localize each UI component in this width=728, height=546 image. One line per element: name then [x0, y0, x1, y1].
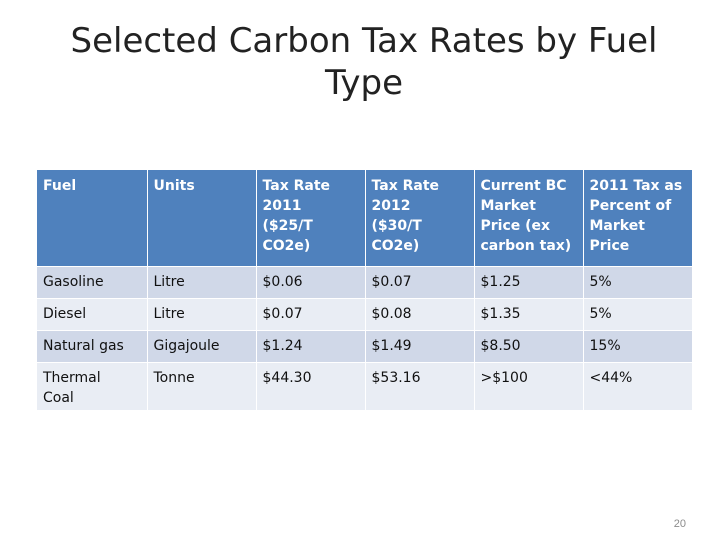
cell-tax-2012: $0.07 [364, 265, 474, 298]
page-number: 20 [673, 518, 686, 530]
cell-tax-2011: $0.06 [255, 265, 365, 298]
table-row: Gasoline Litre $0.06 $0.07 $1.25 5% [37, 265, 692, 298]
cell-fuel: Thermal Coal [37, 361, 147, 410]
carbon-tax-table: Fuel Units Tax Rate 2011 ($25/T CO2e) Ta… [37, 170, 692, 410]
cell-market-price: $1.35 [473, 297, 583, 330]
cell-tax-percent: 5% [582, 265, 692, 298]
table-body: Gasoline Litre $0.06 $0.07 $1.25 5% Dies… [37, 265, 692, 410]
cell-tax-percent: 5% [582, 297, 692, 330]
cell-fuel: Gasoline [37, 265, 147, 298]
cell-fuel: Natural gas [37, 329, 147, 362]
cell-tax-percent: <44% [582, 361, 692, 410]
cell-units: Tonne [146, 361, 256, 410]
header-units: Units [146, 170, 256, 266]
cell-units: Gigajoule [146, 329, 256, 362]
cell-market-price: $1.25 [473, 265, 583, 298]
cell-market-price: $8.50 [473, 329, 583, 362]
cell-tax-2012: $1.49 [364, 329, 474, 362]
cell-tax-2012: $0.08 [364, 297, 474, 330]
table-row: Natural gas Gigajoule $1.24 $1.49 $8.50 … [37, 329, 692, 362]
slide-title: Selected Carbon Tax Rates by Fuel Type [70, 21, 658, 103]
header-row: Fuel Units Tax Rate 2011 ($25/T CO2e) Ta… [37, 170, 692, 266]
cell-market-price: >$100 [473, 361, 583, 410]
cell-fuel: Diesel [37, 297, 147, 330]
header-tax-percent: 2011 Tax as Percent of Market Price [582, 170, 692, 266]
cell-units: Litre [146, 297, 256, 330]
cell-tax-2011: $0.07 [255, 297, 365, 330]
header-market-price: Current BC Market Price (ex carbon tax) [473, 170, 583, 266]
cell-tax-2011: $44.30 [255, 361, 365, 410]
header-tax-rate-2012: Tax Rate 2012 ($30/T CO2e) [364, 170, 474, 266]
cell-tax-2012: $53.16 [364, 361, 474, 410]
cell-tax-2011: $1.24 [255, 329, 365, 362]
header-tax-rate-2011: Tax Rate 2011 ($25/T CO2e) [255, 170, 365, 266]
table-row: Thermal Coal Tonne $44.30 $53.16 >$100 <… [37, 361, 692, 410]
header-fuel: Fuel [37, 170, 147, 266]
table-row: Diesel Litre $0.07 $0.08 $1.35 5% [37, 297, 692, 330]
table-header: Fuel Units Tax Rate 2011 ($25/T CO2e) Ta… [37, 170, 692, 266]
cell-units: Litre [146, 265, 256, 298]
carbon-tax-table-container: Fuel Units Tax Rate 2011 ($25/T CO2e) Ta… [37, 170, 692, 410]
cell-tax-percent: 15% [582, 329, 692, 362]
